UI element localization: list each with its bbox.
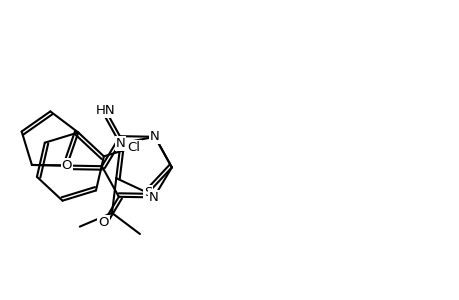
Text: S: S [144, 187, 152, 200]
Text: O: O [62, 159, 72, 172]
Text: N: N [149, 191, 158, 204]
Text: N: N [115, 137, 125, 150]
Text: Cl: Cl [127, 141, 140, 154]
Text: O: O [98, 216, 108, 229]
Text: HN: HN [95, 104, 115, 117]
Text: N: N [150, 130, 159, 143]
